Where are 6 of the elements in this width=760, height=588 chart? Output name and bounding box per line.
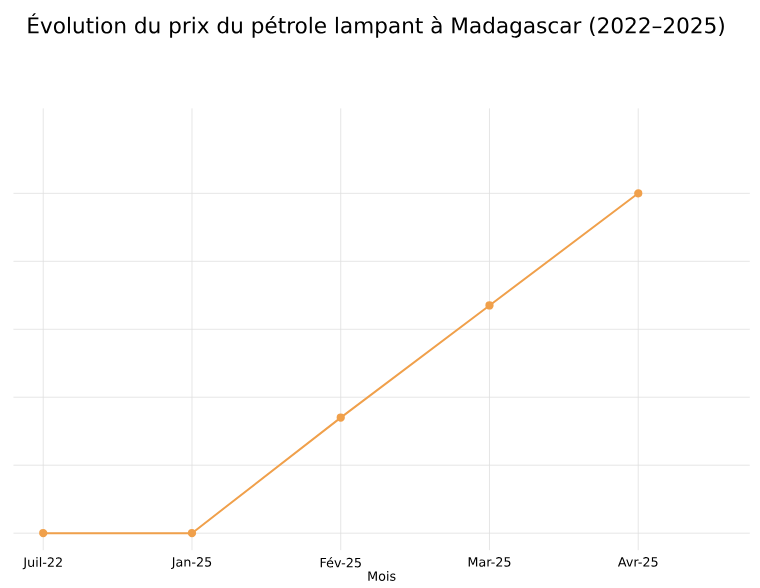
chart-title: Évolution du prix du pétrole lampant à Madagascar (2022–2025) bbox=[28, 13, 724, 38]
point bbox=[485, 301, 494, 310]
point bbox=[336, 413, 345, 422]
point bbox=[187, 529, 197, 538]
point bbox=[39, 529, 48, 538]
point bbox=[634, 189, 643, 198]
